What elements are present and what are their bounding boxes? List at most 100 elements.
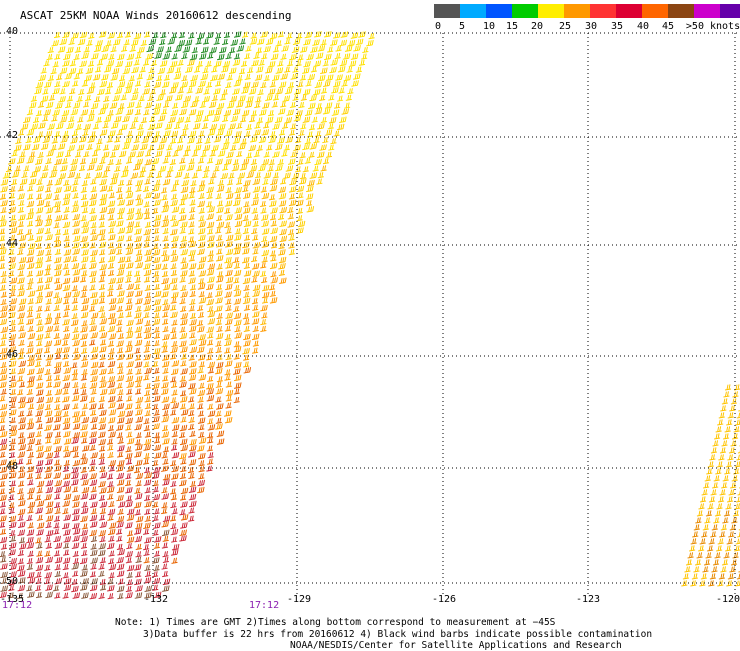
- wind-barb: [159, 39, 165, 45]
- wind-barb: [234, 362, 241, 368]
- wind-barb: [107, 208, 114, 214]
- wind-barb: [64, 494, 71, 500]
- wind-barb: [77, 96, 83, 102]
- wind-barb: [233, 200, 240, 206]
- wind-barb: [144, 305, 151, 311]
- wind-barb: [145, 53, 152, 59]
- wind-barb: [107, 481, 113, 487]
- wind-barb: [127, 102, 134, 108]
- wind-barb: [209, 102, 216, 108]
- wind-barb: [45, 438, 51, 444]
- wind-barb: [716, 426, 722, 432]
- wind-barb: [162, 425, 168, 431]
- wind-barb: [71, 437, 78, 443]
- wind-barb: [135, 571, 141, 577]
- wind-barb: [241, 138, 247, 144]
- wind-barb: [75, 151, 81, 157]
- wind-barb: [90, 256, 96, 262]
- wind-barb: [126, 543, 132, 549]
- wind-barb: [86, 68, 93, 74]
- wind-barb: [117, 544, 123, 550]
- wind-barb: [160, 89, 166, 95]
- wind-barb: [64, 536, 71, 542]
- wind-barb: [131, 67, 138, 73]
- wind-barb: [81, 375, 87, 381]
- wind-barb: [243, 215, 249, 221]
- wind-barb: [51, 145, 57, 151]
- wind-barb: [64, 207, 70, 213]
- wind-barb: [143, 354, 150, 360]
- wind-barb: [213, 166, 219, 172]
- wind-barb: [35, 361, 41, 367]
- wind-barb: [287, 221, 294, 227]
- wind-barb: [99, 536, 105, 542]
- wind-barb: [73, 327, 79, 333]
- wind-barb: [126, 395, 132, 401]
- wind-barb: [172, 544, 179, 550]
- wind-barb: [297, 159, 303, 165]
- wind-barb: [144, 368, 151, 374]
- wind-barb: [21, 124, 28, 130]
- wind-barb: [189, 221, 195, 227]
- wind-barb: [82, 445, 89, 451]
- wind-barb: [45, 466, 52, 472]
- wind-barb: [207, 228, 213, 234]
- wind-barb: [208, 256, 214, 262]
- wind-barb: [180, 298, 186, 304]
- wind-barb: [81, 270, 87, 276]
- wind-barb: [180, 396, 187, 402]
- wind-barb: [323, 108, 330, 114]
- wind-barb: [62, 508, 68, 514]
- wind-barb: [226, 187, 232, 193]
- wind-barb: [81, 438, 87, 444]
- wind-barb: [27, 263, 34, 269]
- wind-barb: [125, 346, 132, 352]
- wind-barb: [216, 388, 223, 394]
- wind-barb: [224, 347, 230, 353]
- wind-barb: [270, 207, 277, 213]
- wind-barb: [698, 503, 704, 509]
- wind-barb: [297, 215, 303, 221]
- wind-barb: [56, 74, 62, 80]
- wind-barb: [163, 179, 170, 185]
- wind-barb: [207, 158, 213, 164]
- wind-barb: [90, 550, 97, 556]
- wind-barb: [90, 521, 97, 527]
- wind-barb: [308, 74, 315, 80]
- wind-barb: [145, 256, 152, 262]
- wind-barb: [144, 81, 150, 87]
- wind-barb: [137, 124, 143, 130]
- wind-barb: [67, 96, 73, 102]
- wind-barb: [91, 486, 97, 492]
- wind-barb: [27, 185, 33, 191]
- wind-barb: [718, 454, 724, 460]
- wind-barb: [18, 271, 24, 277]
- wind-barb: [45, 432, 52, 438]
- wind-barb: [116, 529, 122, 535]
- wind-barb: [38, 75, 45, 81]
- wind-barb: [704, 517, 710, 523]
- wind-barb: [199, 291, 205, 297]
- wind-barb: [171, 186, 177, 192]
- wind-barb: [242, 257, 249, 263]
- wind-barb: [289, 54, 296, 60]
- wind-barb: [8, 494, 14, 500]
- wind-barb: [216, 403, 223, 409]
- wind-barb: [10, 389, 16, 395]
- wind-barb: [154, 445, 161, 451]
- wind-barb: [89, 208, 95, 214]
- wind-barb: [71, 320, 78, 326]
- wind-barb: [108, 256, 115, 262]
- wind-barb: [192, 173, 198, 179]
- wind-barb: [279, 221, 286, 227]
- wind-barb: [162, 255, 169, 261]
- wind-barb: [226, 382, 232, 388]
- wind-barb: [116, 495, 123, 501]
- wind-barb: [724, 552, 730, 558]
- wind-barb: [179, 381, 186, 387]
- wind-barb: [726, 461, 732, 467]
- wind-barb: [170, 305, 176, 311]
- wind-barb: [732, 433, 738, 439]
- wind-barb: [702, 489, 708, 495]
- wind-barb: [27, 129, 34, 135]
